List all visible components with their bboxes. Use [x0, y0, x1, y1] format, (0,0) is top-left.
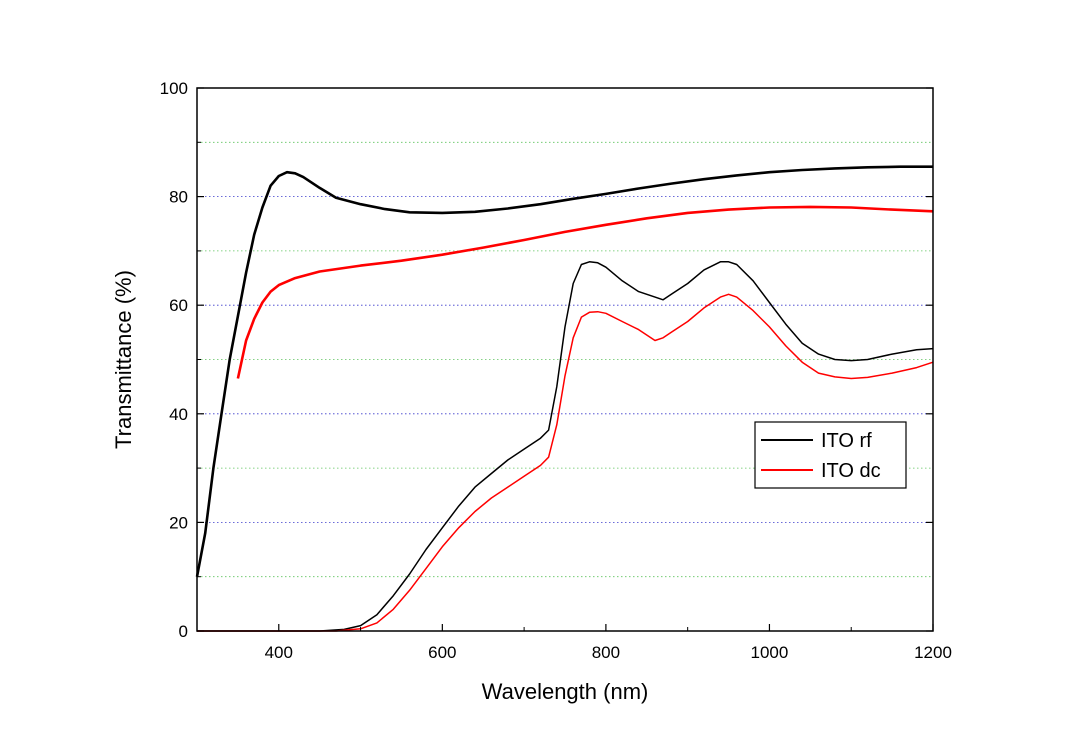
x-tick-label: 400	[265, 643, 293, 662]
series-ito-dc-lower-line	[197, 293, 934, 632]
series-ito-rf-lower-line	[197, 261, 934, 632]
y-axis-title: Transmittance (%)	[111, 270, 136, 449]
series-ito-dc-line	[236, 205, 934, 379]
legend-label-ito-dc: ITO dc	[821, 460, 881, 482]
y-tick-label: 40	[169, 405, 188, 424]
legend: ITO rf ITO dc	[754, 421, 907, 489]
y-tick-label: 80	[169, 188, 188, 207]
grid-layer	[197, 141, 933, 578]
y-tick-label: 20	[169, 513, 188, 532]
legend-label-ito-rf: ITO rf	[821, 430, 872, 452]
y-tick-label: 60	[169, 296, 188, 315]
x-tick-label: 600	[428, 643, 456, 662]
x-axis-title: Wavelength (nm)	[482, 679, 649, 704]
legend-box	[754, 421, 907, 489]
series-ito-rf-line	[195, 165, 933, 577]
x-tick-label: 800	[592, 643, 620, 662]
y-tick-label: 0	[179, 622, 188, 641]
x-tick-label: 1200	[914, 643, 952, 662]
tick-layer: 400 600 800 1000 1200 0 20 40 60 80 100	[160, 79, 952, 662]
y-tick-label: 100	[160, 79, 188, 98]
series-layer	[195, 165, 934, 632]
x-tick-label: 1000	[751, 643, 789, 662]
